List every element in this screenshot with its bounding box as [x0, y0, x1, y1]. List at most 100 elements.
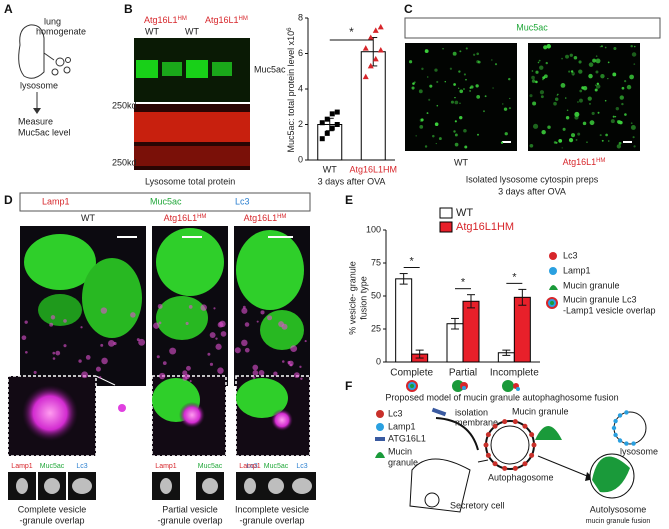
- lamp1-dot: [617, 438, 623, 443]
- y-tick-label: 0: [376, 356, 381, 366]
- texture-dot: [547, 125, 551, 129]
- legend-label: WT: [456, 207, 473, 219]
- texture-dot: [630, 125, 636, 130]
- channel-signal: [202, 478, 218, 494]
- texture-dot: [607, 61, 610, 64]
- vesicle: [55, 57, 65, 67]
- texture-dot: [244, 322, 250, 327]
- scale-bar: [182, 236, 202, 238]
- texture-dot: [256, 320, 259, 323]
- granule: [24, 234, 96, 290]
- texture-dot: [630, 44, 633, 48]
- texture-dot: [281, 360, 285, 363]
- texture-dot: [463, 73, 466, 76]
- lamp1-dot: [624, 410, 629, 415]
- texture-dot: [453, 130, 456, 133]
- category-icon: [406, 380, 520, 392]
- channel-label: Lamp1: [239, 463, 261, 470]
- band: [162, 62, 182, 76]
- channel-label: Lc3: [246, 463, 257, 470]
- texture-dot: [565, 54, 570, 59]
- texture-dot: [582, 121, 587, 126]
- texture-dot: [459, 50, 462, 53]
- y-tick-label: 100: [366, 224, 381, 234]
- texture-dot: [484, 95, 487, 98]
- autophagosome: [490, 425, 530, 465]
- stain: Muc5ac: [516, 22, 548, 32]
- texture-dot: [568, 70, 571, 73]
- label: lysosome: [620, 446, 658, 456]
- key-label: Mucin granule Lc3: [563, 294, 637, 304]
- channel-signal: [16, 478, 28, 494]
- texture-dot: [586, 141, 588, 143]
- data-point: [372, 27, 379, 33]
- texture-dot: [569, 53, 573, 57]
- stain: Muc5ac: [150, 196, 182, 206]
- texture-dot: [532, 101, 537, 106]
- channel-label: Muc5ac: [40, 463, 65, 470]
- caption: -granule overlap: [157, 515, 222, 525]
- texture-dot: [617, 120, 622, 125]
- data-point: [377, 23, 384, 30]
- scale-bar: [623, 141, 632, 143]
- texture-dot: [244, 347, 250, 353]
- lc3-dot: [529, 432, 535, 438]
- channel-signal: [72, 478, 92, 494]
- key-icon: [549, 267, 557, 275]
- texture-dot: [568, 137, 574, 143]
- texture-dot: [436, 104, 439, 107]
- texture-dot: [442, 48, 444, 50]
- texture-dot: [633, 63, 636, 65]
- texture-dot: [418, 89, 423, 94]
- label: Secretory cell: [450, 500, 505, 510]
- texture-dot: [604, 46, 607, 49]
- texture-dot: [454, 96, 456, 99]
- marker: 250kd: [112, 100, 137, 110]
- scale-bar: [502, 141, 511, 143]
- texture-dot: [157, 303, 163, 309]
- texture-dot: [578, 60, 582, 64]
- texture-dot: [476, 60, 480, 64]
- channel-signal: [268, 478, 284, 494]
- texture-dot: [538, 59, 541, 62]
- texture-dot: [419, 125, 424, 129]
- stain-box: [404, 17, 661, 39]
- texture-dot: [454, 133, 458, 137]
- granule: [535, 426, 562, 440]
- texture-dot: [185, 321, 189, 326]
- arrow-head: [33, 108, 41, 114]
- lc3-dot: [502, 465, 508, 471]
- key-icon: [549, 252, 557, 260]
- texture-dot: [470, 85, 474, 89]
- granule: [156, 296, 208, 340]
- texture-dot: [63, 344, 67, 348]
- data-point: [377, 46, 384, 53]
- key-label: granule: [388, 457, 418, 467]
- texture-dot: [463, 128, 467, 133]
- texture-dot: [408, 60, 413, 64]
- texture-dot: [458, 87, 460, 89]
- texture-dot: [450, 100, 454, 104]
- texture-dot: [425, 49, 427, 51]
- label: Mucin granule: [512, 406, 569, 416]
- data-point: [334, 122, 340, 127]
- column-label: Atg16L1HM: [164, 213, 207, 223]
- texture-dot: [78, 359, 82, 363]
- texture-dot: [600, 45, 603, 48]
- y-tick-label: 25: [371, 323, 381, 333]
- texture-dot: [599, 46, 602, 48]
- texture-dot: [241, 307, 248, 314]
- texture-dot: [162, 361, 167, 366]
- channel-label: Lamp1: [155, 463, 177, 470]
- texture-dot: [630, 122, 633, 124]
- texture-dot: [300, 377, 303, 381]
- data-point: [367, 34, 374, 41]
- lamp1-dot: [613, 432, 618, 438]
- data-point: [324, 130, 330, 136]
- texture-dot: [95, 366, 101, 372]
- texture-dot: [573, 55, 578, 60]
- texture-dot: [435, 142, 437, 145]
- y-axis-label: fusion type: [358, 276, 368, 320]
- texture-dot: [565, 116, 570, 120]
